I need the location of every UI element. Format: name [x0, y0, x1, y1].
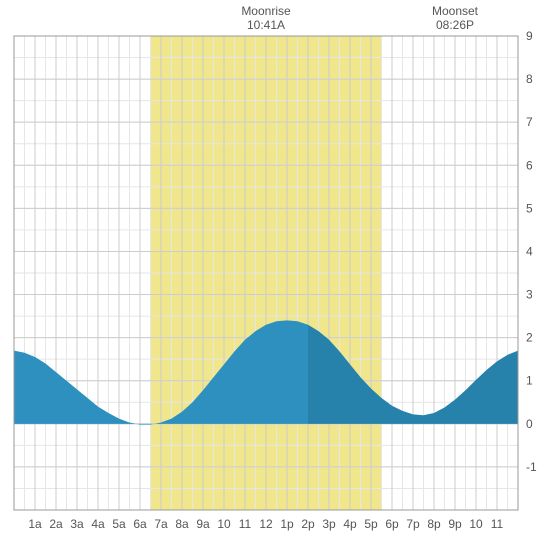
- x-tick-label: 9p: [448, 517, 462, 531]
- x-tick-label: 10: [469, 517, 483, 531]
- x-tick-label: 8p: [427, 517, 441, 531]
- y-tick-label: 7: [526, 115, 533, 129]
- moonrise-label: Moonrise 10:41A: [226, 4, 306, 33]
- x-tick-label: 6a: [133, 517, 147, 531]
- x-tick-label: 2a: [49, 517, 63, 531]
- moonrise-time: 10:41A: [247, 18, 285, 32]
- x-tick-label: 7a: [154, 517, 168, 531]
- x-tick-label: 2p: [301, 517, 315, 531]
- y-tick-label: -1: [526, 460, 537, 474]
- x-tick-label: 8a: [175, 517, 189, 531]
- x-tick-label: 11: [239, 517, 252, 531]
- y-tick-label: 9: [526, 29, 533, 43]
- moonset-label: Moonset 08:26P: [415, 4, 495, 33]
- y-tick-label: 4: [526, 244, 533, 258]
- x-tick-label: 6p: [385, 517, 399, 531]
- x-tick-label: 7p: [406, 517, 420, 531]
- x-tick-label: 3p: [322, 517, 336, 531]
- y-tick-label: 5: [526, 201, 533, 215]
- x-tick-label: 4a: [91, 517, 105, 531]
- x-tick-label: 1a: [28, 517, 42, 531]
- moonset-title: Moonset: [432, 4, 478, 18]
- x-tick-label: 1p: [280, 517, 294, 531]
- x-tick-label: 5p: [364, 517, 378, 531]
- tide-chart: Moonrise 10:41A Moonset 08:26P 1a2a3a4a5…: [0, 0, 550, 550]
- x-tick-label: 3a: [70, 517, 84, 531]
- chart-svg: 1a2a3a4a5a6a7a8a9a1011121p2p3p4p5p6p7p8p…: [0, 0, 550, 550]
- x-tick-label: 9a: [196, 517, 210, 531]
- y-tick-label: 6: [526, 158, 533, 172]
- y-tick-label: 8: [526, 72, 533, 86]
- x-tick-label: 11: [491, 517, 504, 531]
- x-tick-label: 4p: [343, 517, 357, 531]
- x-tick-label: 5a: [112, 517, 126, 531]
- x-tick-label: 12: [259, 517, 273, 531]
- moonset-time: 08:26P: [436, 18, 474, 32]
- y-tick-label: 3: [526, 288, 533, 302]
- y-tick-label: 2: [526, 331, 533, 345]
- x-tick-label: 10: [217, 517, 231, 531]
- moonrise-title: Moonrise: [241, 4, 290, 18]
- y-tick-label: 1: [526, 374, 533, 388]
- y-tick-label: 0: [526, 417, 533, 431]
